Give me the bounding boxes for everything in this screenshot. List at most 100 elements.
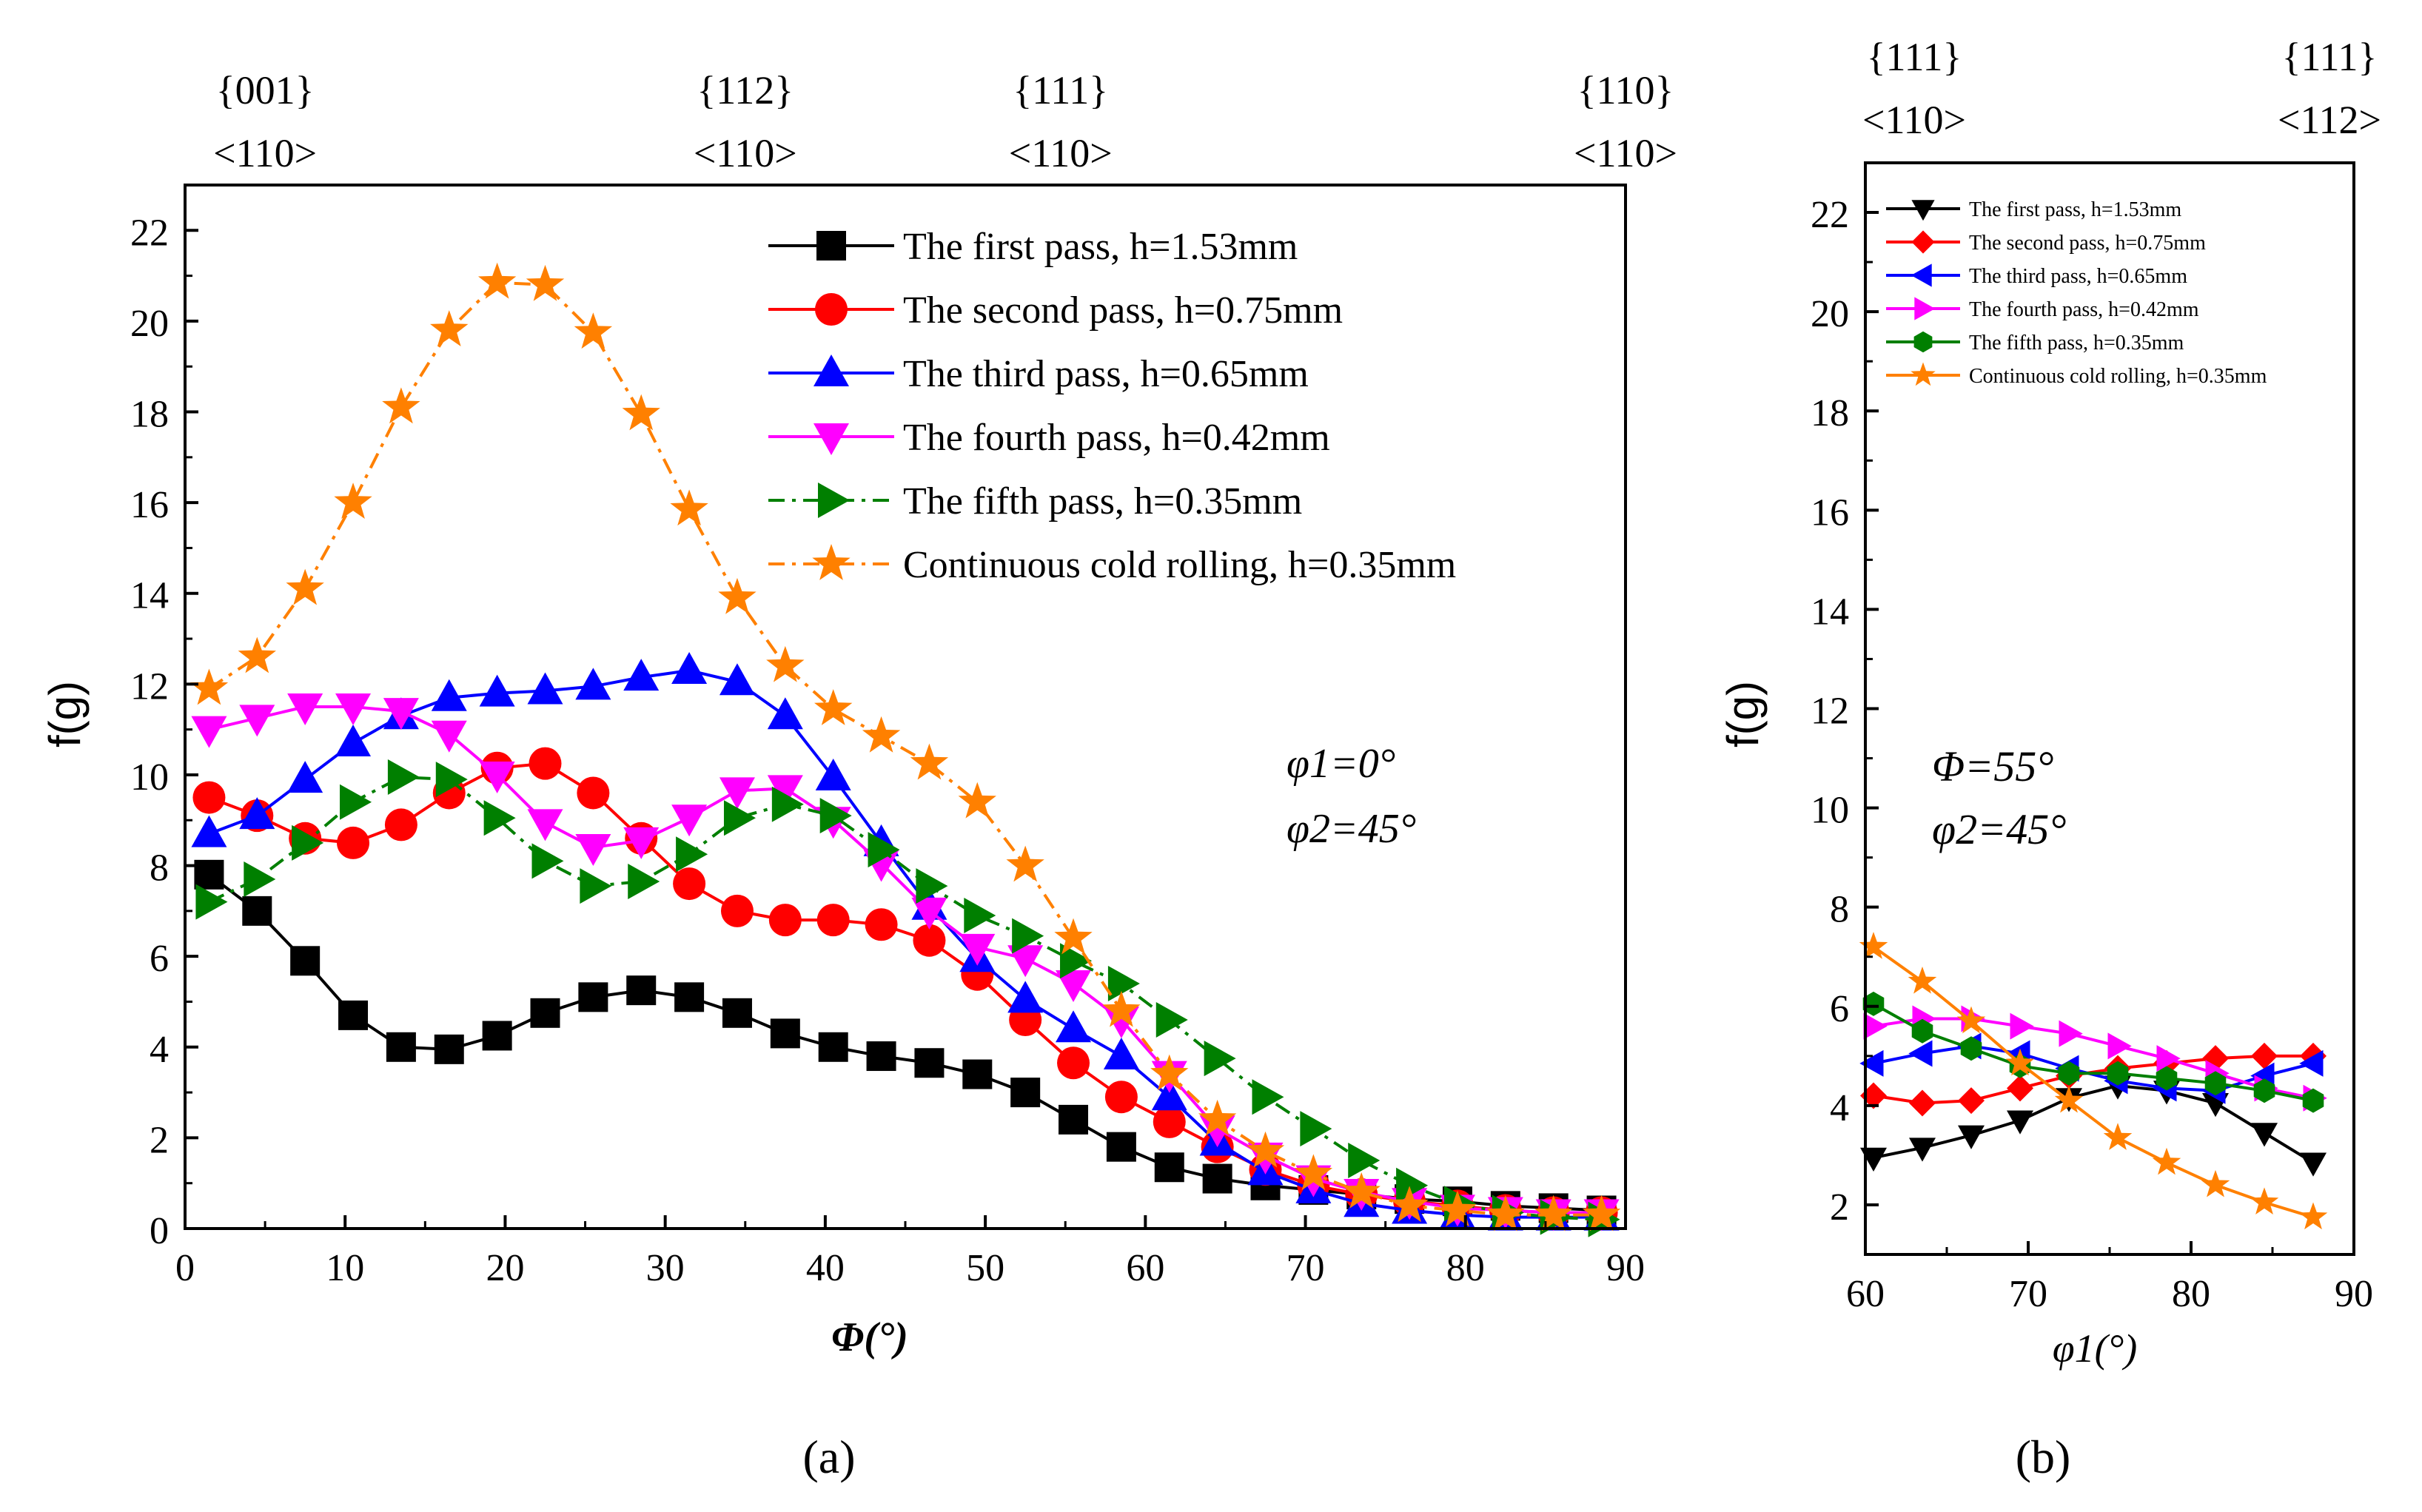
data-point — [1199, 1115, 1235, 1148]
x-tick-label: 90 — [1606, 1247, 1645, 1289]
data-point — [1252, 1079, 1284, 1115]
legend-entry-label: The third pass, h=0.65mm — [903, 353, 1309, 395]
data-point — [244, 861, 276, 897]
data-point — [577, 776, 610, 810]
y-tick-label: 12 — [1811, 691, 1849, 733]
data-point — [1863, 1012, 1888, 1040]
data-point — [767, 697, 803, 730]
legend-entry-label: The fourth pass, h=0.42mm — [903, 417, 1330, 459]
legend-marker — [818, 483, 850, 518]
data-point — [287, 761, 323, 793]
panel-a-x-axis-label: Φ(°) — [831, 1314, 908, 1360]
data-point — [1007, 945, 1044, 978]
panel-a-caption: (a) — [802, 1431, 855, 1483]
data-point — [529, 747, 562, 780]
data-point — [435, 762, 468, 798]
data-point — [527, 809, 563, 841]
legend-entry-label: The first pass, h=1.53mm — [903, 226, 1298, 268]
data-point — [2298, 1202, 2328, 1230]
data-point — [2251, 1042, 2278, 1069]
data-point — [2054, 1085, 2084, 1113]
data-point — [1153, 1105, 1186, 1138]
panel-b-x-axis-label: φ1(°) — [2053, 1326, 2137, 1371]
data-point — [959, 933, 996, 966]
data-point — [482, 1021, 512, 1051]
data-point — [526, 264, 565, 301]
x-tick-label: 20 — [486, 1247, 524, 1289]
top-label-direction: <110> — [213, 131, 317, 175]
data-point — [2007, 1075, 2033, 1102]
legend-marker — [814, 423, 849, 455]
data-point — [1300, 1111, 1332, 1147]
data-point — [674, 982, 705, 1012]
data-point — [626, 975, 657, 1006]
data-point — [819, 798, 852, 834]
data-point — [910, 743, 949, 780]
data-point — [671, 804, 708, 837]
top-label-plane: {111} — [1867, 35, 1962, 79]
data-point — [1151, 1078, 1187, 1111]
legend-marker — [816, 231, 846, 261]
data-point — [814, 689, 853, 725]
data-point — [239, 705, 275, 737]
x-tick-label: 80 — [1446, 1247, 1485, 1289]
panel-a-y-axis-label: f(g) — [40, 681, 90, 747]
data-point — [1348, 1143, 1381, 1179]
data-point — [1102, 990, 1141, 1027]
y-tick-label: 22 — [1811, 194, 1849, 236]
data-point — [1198, 1099, 1237, 1136]
top-label-direction: <112> — [2278, 98, 2381, 142]
data-point — [2059, 1020, 2083, 1047]
panel-b-annotation-phi: Φ=55° — [1932, 742, 2053, 790]
data-point — [1103, 1007, 1139, 1038]
data-point — [340, 784, 372, 820]
data-point — [1294, 1154, 1333, 1191]
data-point — [1154, 1152, 1184, 1183]
top-label-plane: {110} — [1577, 68, 1674, 112]
legend-entry-label: The fifth pass, h=0.35mm — [903, 480, 1302, 523]
data-point — [670, 489, 708, 526]
data-point — [2251, 1123, 2278, 1147]
data-point — [671, 651, 708, 684]
data-point — [865, 908, 898, 941]
data-point — [531, 843, 564, 879]
data-point — [2204, 1071, 2227, 1096]
legend-entry-label: The first pass, h=1.53mm — [1969, 198, 2181, 221]
data-point — [1960, 1036, 1982, 1061]
top-label-direction: <110> — [694, 131, 797, 175]
data-point — [1054, 918, 1093, 955]
series-line — [1872, 945, 2314, 1219]
data-point — [766, 645, 805, 682]
y-tick-label: 6 — [1830, 988, 1849, 1030]
panel-b-legend: The first pass, h=1.53mm The second pass,… — [1886, 198, 2267, 388]
data-point — [1438, 1190, 1477, 1227]
legend-marker — [1911, 200, 1935, 221]
data-point — [2058, 1061, 2080, 1086]
legend-entry-label: The second pass, h=0.75mm — [1969, 232, 2206, 255]
data-point — [386, 1032, 416, 1062]
data-point — [192, 781, 226, 814]
data-point — [866, 1041, 896, 1072]
data-point — [431, 720, 467, 753]
data-point — [292, 824, 324, 861]
data-point — [768, 904, 802, 937]
panel-b-top-labels: {111} <110> {111} <112> — [1862, 35, 2381, 142]
data-point — [2156, 1045, 2181, 1072]
y-tick-label: 8 — [150, 847, 169, 890]
x-tick-label: 70 — [1287, 1247, 1325, 1289]
panel-a-series-group — [189, 262, 1621, 1237]
x-tick-label: 60 — [1126, 1247, 1164, 1289]
data-point — [1202, 1163, 1232, 1194]
data-point — [914, 1048, 945, 1078]
y-tick-label: 22 — [130, 212, 169, 254]
legend-entry-label: The third pass, h=0.65mm — [1969, 265, 2187, 288]
y-tick-label: 18 — [130, 394, 169, 436]
top-label-plane: {111} — [1013, 68, 1108, 112]
data-point — [2300, 1152, 2327, 1177]
data-point — [770, 1018, 800, 1049]
top-label-direction: <110> — [1862, 98, 1966, 142]
data-point — [2010, 1012, 2034, 1040]
data-point — [718, 577, 757, 614]
data-point — [479, 761, 515, 793]
